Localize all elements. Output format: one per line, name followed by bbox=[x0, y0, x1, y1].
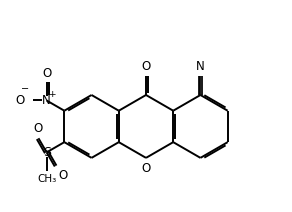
Text: O: O bbox=[42, 67, 51, 80]
Text: N: N bbox=[42, 94, 51, 107]
Text: O: O bbox=[15, 94, 25, 107]
Text: O: O bbox=[141, 60, 151, 73]
Text: +: + bbox=[48, 90, 56, 99]
Text: O: O bbox=[34, 122, 43, 135]
Text: S: S bbox=[43, 146, 51, 159]
Text: −: − bbox=[21, 84, 29, 94]
Text: CH₃: CH₃ bbox=[37, 174, 56, 184]
Text: O: O bbox=[58, 169, 67, 182]
Text: O: O bbox=[141, 162, 151, 175]
Text: N: N bbox=[196, 60, 205, 73]
